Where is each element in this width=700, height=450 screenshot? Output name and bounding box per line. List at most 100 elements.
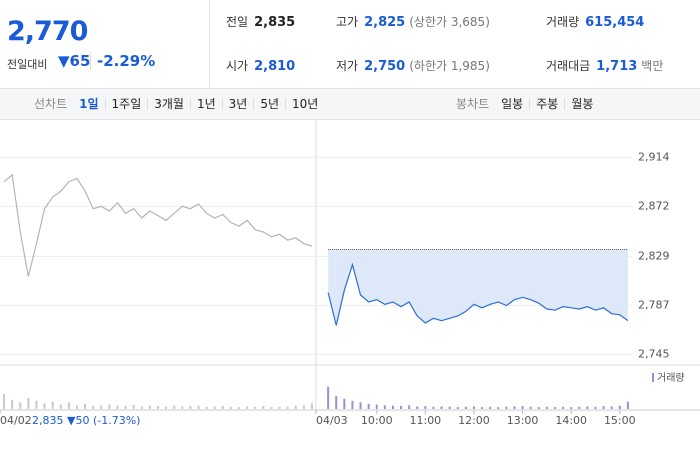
volume-bar xyxy=(286,406,289,409)
tab[interactable]: 일봉 xyxy=(501,97,524,111)
volume-bar xyxy=(472,406,475,409)
legend-label: 거래량 xyxy=(657,372,685,384)
tab-label: 봉차트 xyxy=(456,97,490,111)
volume-bar xyxy=(278,406,281,409)
volume-bar xyxy=(351,400,354,409)
current-price: 2,770 xyxy=(7,16,88,47)
tab[interactable]: 10년 xyxy=(285,98,324,110)
quote-label: 거래대금 xyxy=(546,59,591,73)
volume-bar xyxy=(618,405,621,409)
tab[interactable]: 주봉 xyxy=(529,98,564,110)
volume-bar xyxy=(173,405,176,409)
volume-bar xyxy=(100,405,103,409)
quote-label: 시가 xyxy=(226,59,249,73)
x-tick-label: 10:00 xyxy=(361,414,393,427)
candle-tabs: 봉차트 일봉 주봉 월봉 xyxy=(456,89,599,119)
volume-bar xyxy=(165,406,168,409)
volume-bar xyxy=(75,405,78,409)
volume-bar xyxy=(140,406,143,409)
change-rate: -2.29% xyxy=(90,52,155,70)
volume-bar xyxy=(246,406,249,409)
volume-bar xyxy=(456,407,459,409)
volume-bar xyxy=(545,406,548,409)
x-tick-label: 15:00 xyxy=(604,414,636,427)
volume-bar xyxy=(156,406,159,409)
x-tick-label: 11:00 xyxy=(409,414,441,427)
x-tick-label: 12:00 xyxy=(458,414,490,427)
volume-bar xyxy=(440,406,443,409)
tab[interactable]: 3년 xyxy=(221,98,254,110)
quote-note: (하한가 1,985) xyxy=(409,59,490,73)
volume-bar xyxy=(367,403,370,409)
volume-bar xyxy=(481,407,484,409)
volume-bar xyxy=(124,406,127,409)
volume-bar xyxy=(51,401,54,409)
quote-label: 전일 xyxy=(226,15,249,29)
quote-table: 전일 2,835 고가 2,825 (상한가 3,685) 거래량 615,454 시가 2,8… xyxy=(210,0,700,88)
prev-summary: 2,835 ▼50 (-1.73%) xyxy=(32,414,140,427)
volume-bar xyxy=(327,386,330,409)
change-label: 전일대비 xyxy=(7,58,48,71)
tab[interactable]: 1주일 xyxy=(104,98,148,110)
x-tick-label: 13:00 xyxy=(507,414,539,427)
price-line xyxy=(3,173,313,277)
volume-bar xyxy=(84,403,87,409)
quote-cell: 시가 2,810 xyxy=(226,44,295,88)
x-tick-label: 14:00 xyxy=(555,414,587,427)
quote-cell: 거래량 615,454 xyxy=(546,0,644,44)
tab[interactable]: 1년 xyxy=(189,98,222,110)
quote-value: 615,454 xyxy=(585,15,645,30)
volume-bar xyxy=(35,400,38,409)
volume-bar xyxy=(229,406,232,409)
quote-value: 2,750 xyxy=(364,59,406,74)
volume-bar xyxy=(448,406,451,409)
volume-bar xyxy=(521,406,524,409)
volume-bar xyxy=(610,406,613,409)
line-tabs: 선차트 1일 1주일 3개월 1년 3년 5년 10년 xyxy=(34,89,324,119)
quote-cell: 전일 2,835 xyxy=(226,0,295,44)
legend-swatch xyxy=(652,373,654,382)
volume-bar xyxy=(302,405,305,409)
volume-bar xyxy=(594,406,597,409)
y-tick-label: 2,787 xyxy=(638,299,670,312)
volume-bar xyxy=(505,406,508,409)
volume-bar xyxy=(432,406,435,409)
volume-bar xyxy=(375,404,378,409)
y-tick-label: 2,914 xyxy=(638,150,670,163)
y-tick-label: 2,745 xyxy=(638,348,670,361)
tab[interactable]: 5년 xyxy=(253,98,285,110)
tab[interactable]: 월봉 xyxy=(564,98,599,110)
quote-cell: 고가 2,825 (상한가 3,685) xyxy=(336,0,490,44)
volume-bar xyxy=(262,406,265,409)
quote-label: 거래량 xyxy=(546,15,580,29)
volume-bar xyxy=(67,402,70,409)
quote-note: 백만 xyxy=(641,59,664,73)
volume-bar xyxy=(108,404,111,409)
volume-bar xyxy=(3,394,6,409)
price-panel: 2,770 전일대비 ▼65 -2.29% xyxy=(0,0,210,88)
volume-bar xyxy=(310,403,313,409)
volume-bar xyxy=(343,398,346,409)
volume-bar xyxy=(578,406,581,409)
volume-bar xyxy=(383,405,386,409)
volume-bar xyxy=(570,407,573,409)
volume-bar xyxy=(513,406,516,409)
volume-bar xyxy=(189,406,192,409)
volume-bar xyxy=(497,407,500,409)
quote-note: (상한가 3,685) xyxy=(409,15,490,29)
volume-bar xyxy=(464,406,467,409)
tab[interactable]: 3개월 xyxy=(147,98,190,110)
volume-bar xyxy=(181,406,184,409)
volume-bar xyxy=(27,397,30,409)
quote-value: 2,825 xyxy=(364,15,406,30)
volume-bar xyxy=(197,405,200,409)
volume-bar xyxy=(424,406,427,409)
tab-label: 선차트 xyxy=(34,97,68,111)
volume-bar xyxy=(213,406,216,409)
price-line xyxy=(327,262,629,326)
tab-bar: 선차트 1일 1주일 3개월 1년 3년 5년 10년 봉차트 일봉 주봉 월봉 xyxy=(0,88,700,120)
tab[interactable]: 1일 xyxy=(79,97,99,111)
quote-cell: 거래대금 1,713 백만 xyxy=(546,44,663,88)
volume-bar xyxy=(391,405,394,409)
